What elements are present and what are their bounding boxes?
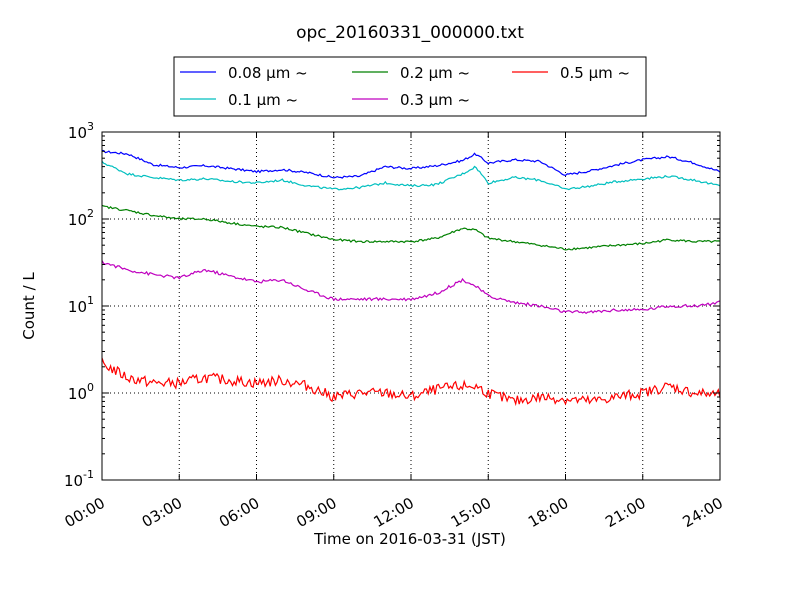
y-tick-label: 103 xyxy=(68,120,94,142)
legend-label: 0.08 μm ~ xyxy=(228,64,308,82)
legend-box xyxy=(173,56,647,117)
legend-label: 0.5 μm ~ xyxy=(560,64,630,82)
legend-entries: 0.08 μm ~ 0.1 μm ~ 0.2 μm ~ 0.3 μm ~ 0.5 μm … xyxy=(180,64,630,109)
series-line xyxy=(101,357,721,407)
series-lines xyxy=(101,149,721,407)
y-axis-label: Count / L xyxy=(20,272,38,340)
y-tick-label: 10-1 xyxy=(64,468,94,490)
legend-label: 0.2 μm ~ xyxy=(400,64,470,82)
chart-title: opc_20160331_000000.txt xyxy=(296,23,524,43)
y-tick-label: 102 xyxy=(68,207,94,229)
grid-lines xyxy=(102,132,720,480)
legend-label: 0.1 μm ~ xyxy=(228,91,298,109)
y-tick-labels: 10-1 100 101 102 103 xyxy=(64,120,94,490)
legend: 0.08 μm ~ 0.1 μm ~ 0.2 μm ~ 0.3 μm ~ 0.5 μm … xyxy=(173,56,647,117)
axis-ticks xyxy=(101,131,721,481)
series-line xyxy=(101,260,721,315)
legend-label: 0.3 μm ~ xyxy=(400,91,470,109)
y-tick-label: 101 xyxy=(68,294,94,316)
series-line xyxy=(101,160,721,191)
x-axis-label: Time on 2016-03-31 (JST) xyxy=(313,530,506,548)
series-line xyxy=(101,204,721,251)
series-line xyxy=(101,149,721,179)
y-tick-label: 100 xyxy=(68,381,94,403)
